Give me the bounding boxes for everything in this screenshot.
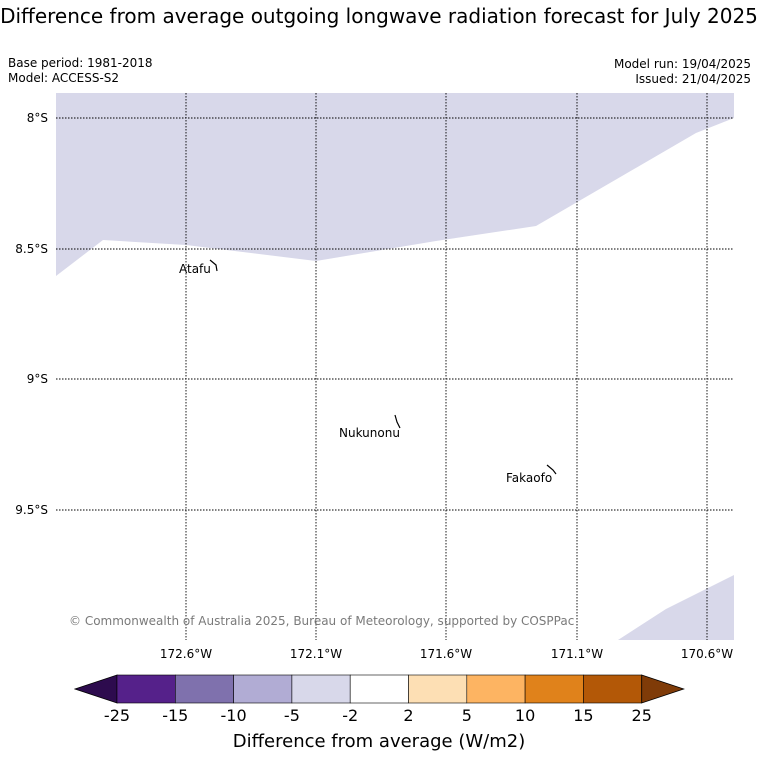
lon-label: 171.1°W <box>550 647 604 661</box>
base-period: Base period: 1981-2018 <box>8 56 153 70</box>
lon-label: 172.6°W <box>159 647 213 661</box>
colorbar-tick-label: 25 <box>631 706 652 725</box>
colorbar-under-arrow <box>74 674 118 704</box>
colorbar-bin <box>466 674 526 704</box>
colorbar-bin <box>291 674 351 704</box>
colorbar <box>74 674 685 704</box>
anomaly-region-southeast <box>618 575 734 640</box>
anomaly-region-north <box>56 93 734 276</box>
model-run: Model run: 19/04/2025 <box>613 57 751 71</box>
colorbar-bin <box>583 674 642 704</box>
nukunonu-atoll <box>394 414 401 429</box>
map-panel[interactable] <box>56 93 734 640</box>
colorbar-tick-label: -25 <box>103 706 131 725</box>
colorbar-tick-label: -15 <box>162 706 189 725</box>
colorbar-bin <box>524 674 584 704</box>
graticule <box>56 93 734 640</box>
lat-label: 8°S <box>26 111 48 125</box>
colorbar-tick-label: 15 <box>573 706 594 725</box>
place-fakaofo: Fakaofo <box>506 471 553 485</box>
lon-label: 171.6°W <box>419 647 473 661</box>
colorbar-tick-label: -2 <box>342 706 359 725</box>
colorbar-tick-label: -5 <box>283 706 300 725</box>
lat-label: 9°S <box>26 372 48 386</box>
colorbar-bin <box>349 674 409 704</box>
colorbar-bin <box>408 674 468 704</box>
issued-date: Issued: 21/04/2025 <box>635 72 751 86</box>
colorbar-tick-label: 5 <box>461 706 472 725</box>
chart-title: Difference from average outgoing longwav… <box>0 4 758 28</box>
colorbar-tick-label: -10 <box>220 706 247 725</box>
lon-label: 170.6°W <box>680 647 734 661</box>
colorbar-tick-label: 2 <box>403 706 414 725</box>
atafu-atoll <box>209 259 218 272</box>
lat-label: 9.5°S <box>15 503 48 517</box>
lat-label: 8.5°S <box>15 242 48 256</box>
colorbar-bin <box>233 674 293 704</box>
colorbar-tick-label: 10 <box>514 706 536 725</box>
meta-right: Model run: 19/04/2025 Issued: 21/04/2025 <box>614 57 751 87</box>
meta-left: Base period: 1981-2018 Model: ACCESS-S2 <box>8 56 153 86</box>
model-name: Model: ACCESS-S2 <box>8 71 120 85</box>
colorbar-bin <box>175 674 234 704</box>
colorbar-title: Difference from average (W/m2) <box>232 731 526 752</box>
place-nukunonu: Nukunonu <box>339 426 400 440</box>
copyright-notice: © Commonwealth of Australia 2025, Bureau… <box>69 614 575 628</box>
place-atafu: Atafu <box>179 262 211 276</box>
colorbar-bin <box>116 674 176 704</box>
map-svg <box>56 93 734 640</box>
fakaofo-atoll <box>546 464 557 475</box>
lon-label: 172.1°W <box>289 647 343 661</box>
colorbar-over-arrow <box>641 674 685 704</box>
